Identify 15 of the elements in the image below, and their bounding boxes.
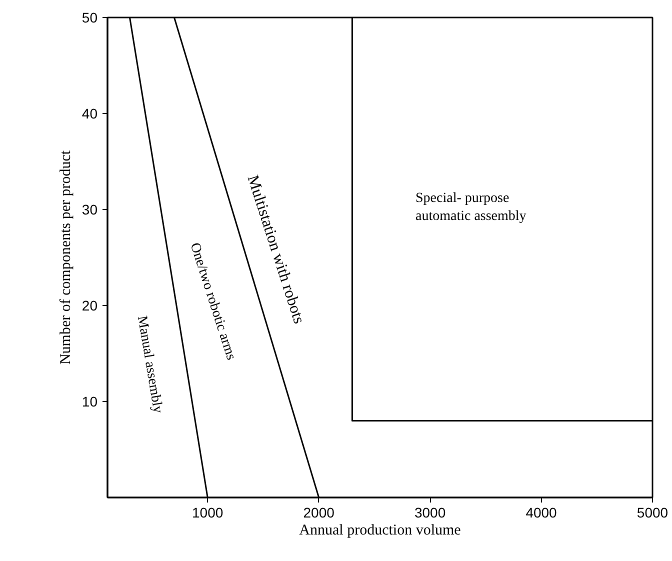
y-axis-title: Number of components per product xyxy=(58,150,74,365)
y-tick-label: 40 xyxy=(82,106,98,122)
x-tick-label: 1000 xyxy=(192,504,224,520)
x-axis-title: Annual production volume xyxy=(299,522,462,538)
y-tick-label: 30 xyxy=(82,202,98,218)
x-tick-label: 4000 xyxy=(526,504,558,520)
x-tick-label: 2000 xyxy=(303,504,335,520)
annotation: Manual assembly xyxy=(134,314,165,414)
x-tick-label: 5000 xyxy=(636,504,668,520)
y-tick-label: 10 xyxy=(82,394,98,410)
annotation: Special- purpose automatic assembly xyxy=(416,191,526,224)
annotation: One/two robotic arms xyxy=(186,241,238,362)
x-tick-label: 3000 xyxy=(414,504,446,520)
y-tick-label: 50 xyxy=(82,10,98,26)
y-tick-label: 20 xyxy=(82,298,98,314)
